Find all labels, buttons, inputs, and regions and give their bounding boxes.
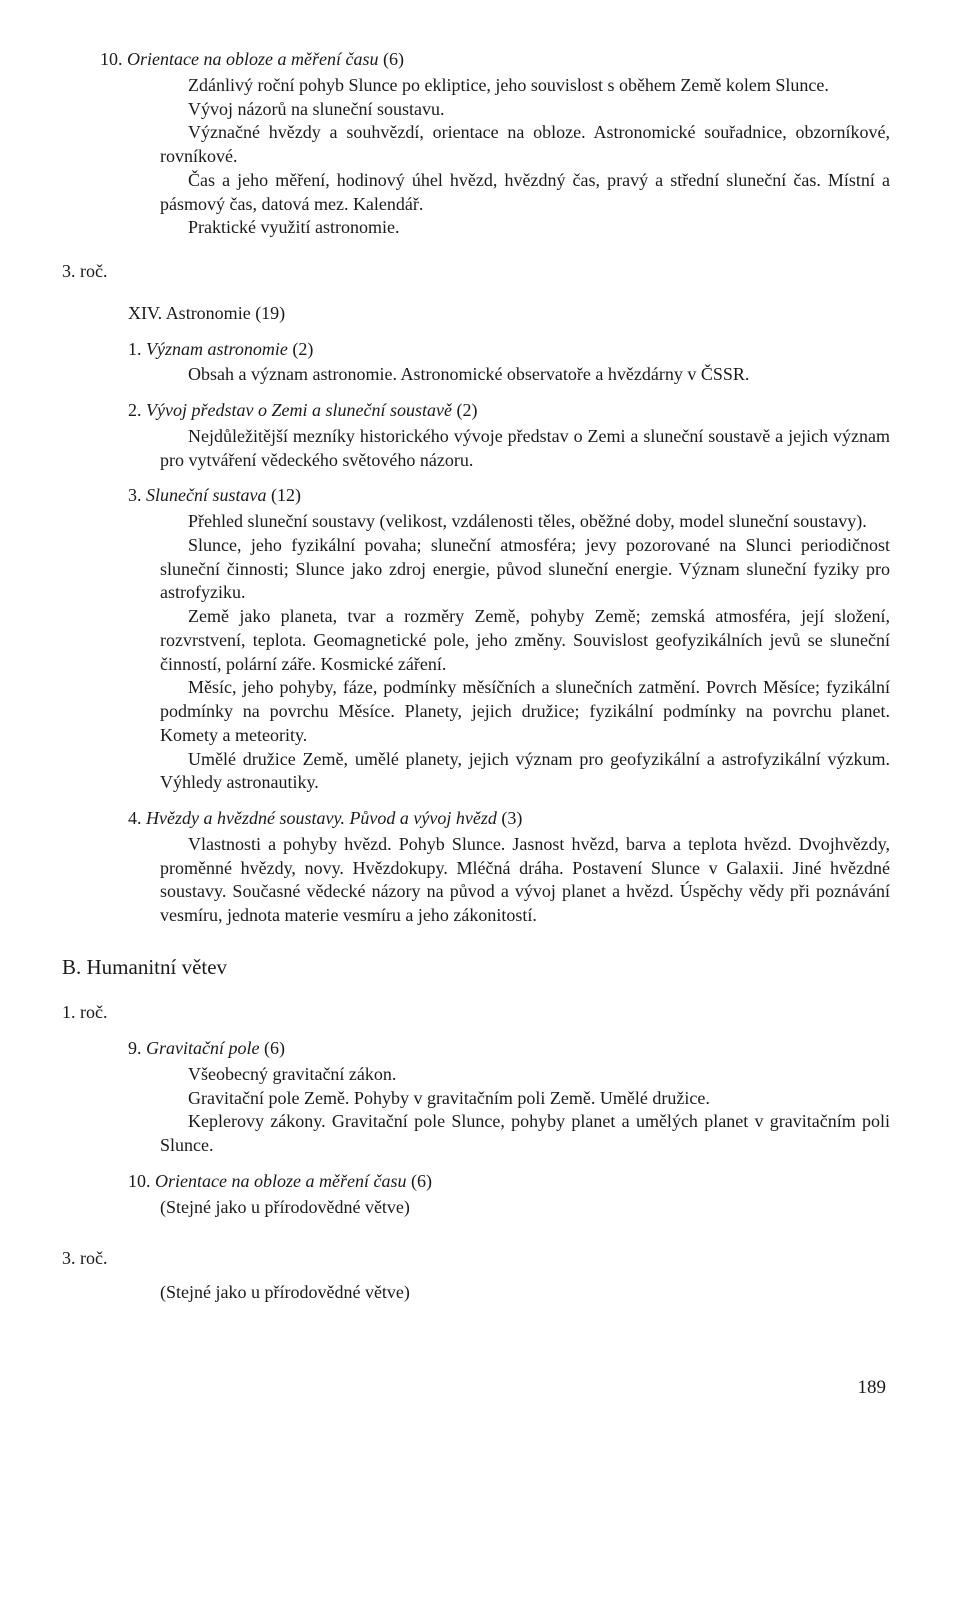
sub-title-text: Hvězdy a hvězdné soustavy. Původ a vývoj… (146, 808, 497, 828)
paragraph: Všeobecný gravitační zákon. (160, 1063, 890, 1087)
sub-title-text: Význam astronomie (146, 339, 288, 359)
paragraph: Obsah a význam astronomie. Astronomické … (160, 363, 890, 387)
subitem-2-title: 2. Vývoj představ o Zemi a sluneční sous… (128, 399, 890, 423)
paragraph: Gravitační pole Země. Pohyby v gravitačn… (160, 1087, 890, 1111)
paragraph: Vývoj názorů na sluneční soustavu. (160, 98, 890, 122)
subitem-10-body: (Stejné jako u přírodovědné větve) (160, 1196, 890, 1220)
sub-number: 2. (128, 400, 142, 420)
sub-hours: (6) (411, 1171, 432, 1191)
paragraph: Keplerovy zákony. Gravitační pole Slunce… (160, 1110, 890, 1158)
sub-hours: (2) (456, 400, 477, 420)
item-10-title-line: 10. Orientace na obloze a měření času (6… (100, 48, 890, 72)
sub-hours: (2) (292, 339, 313, 359)
paragraph: Slunce, jeho fyzikální povaha; sluneční … (160, 534, 890, 605)
syllabus-item-10: 10. Orientace na obloze a měření času (6… (100, 48, 890, 240)
branch-b-heading: B. Humanitní větev (62, 954, 890, 982)
paragraph: Země jako planeta, tvar a rozměry Země, … (160, 605, 890, 676)
sub-number: 4. (128, 808, 142, 828)
sub-number: 3. (128, 485, 142, 505)
sub-hours: (3) (501, 808, 522, 828)
sub-number: 9. (128, 1038, 142, 1058)
chapter-hours: (19) (255, 303, 285, 323)
subitem-9-title: 9. Gravitační pole (6) (128, 1037, 890, 1061)
subitem-10-title: 10. Orientace na obloze a měření času (6… (128, 1170, 890, 1194)
xiv-subitem-1: 1. Význam astronomie (2) Obsah a význam … (100, 338, 890, 388)
paragraph: Praktické využití astronomie. (160, 216, 890, 240)
sub-number: 10. (128, 1171, 151, 1191)
subitem-2-body: Nejdůležitější mezníky historického vývo… (160, 425, 890, 473)
sub-hours: (12) (271, 485, 301, 505)
subitem-1-body: Obsah a význam astronomie. Astronomické … (160, 363, 890, 387)
b-subitem-10: 10. Orientace na obloze a měření času (6… (100, 1170, 890, 1220)
paragraph: Vlastnosti a pohyby hvězd. Pohyb Slunce.… (160, 833, 890, 928)
subitem-9-body: Všeobecný gravitační zákon. Gravitační p… (160, 1063, 890, 1158)
paragraph: Měsíc, jeho pohyby, fáze, podmínky měsíč… (160, 676, 890, 747)
chapter-xiv-heading: XIV. Astronomie (19) (128, 302, 890, 326)
paragraph: Umělé družice Země, umělé planety, jejic… (160, 748, 890, 796)
sub-title-text: Vývoj představ o Zemi a sluneční soustav… (146, 400, 452, 420)
subitem-4-title: 4. Hvězdy a hvězdné soustavy. Původ a vý… (128, 807, 890, 831)
item-number: 10. (100, 49, 123, 69)
subitem-1-title: 1. Význam astronomie (2) (128, 338, 890, 362)
b-subitem-9: 9. Gravitační pole (6) Všeobecný gravita… (100, 1037, 890, 1158)
xiv-subitem-4: 4. Hvězdy a hvězdné soustavy. Původ a vý… (100, 807, 890, 928)
b3-body: (Stejné jako u přírodovědné větve) (160, 1281, 890, 1305)
paragraph: Přehled sluneční soustavy (velikost, vzd… (160, 510, 890, 534)
subitem-3-body: Přehled sluneční soustavy (velikost, vzd… (160, 510, 890, 795)
sub-title-text: Orientace na obloze a měření času (155, 1171, 406, 1191)
paragraph: Význačné hvězdy a souhvězdí, orientace n… (160, 121, 890, 169)
xiv-subitem-2: 2. Vývoj představ o Zemi a sluneční sous… (100, 399, 890, 472)
sub-number: 1. (128, 339, 142, 359)
paragraph: (Stejné jako u přírodovědné větve) (160, 1196, 890, 1220)
page-number: 189 (100, 1375, 890, 1400)
chapter-title: Astronomie (166, 303, 251, 323)
xiv-subitem-3: 3. Sluneční sustava (12) Přehled slunečn… (100, 484, 890, 795)
sub-title-text: Sluneční sustava (146, 485, 266, 505)
chapter-number: XIV. (128, 303, 162, 323)
subitem-4-body: Vlastnosti a pohyby hvězd. Pohyb Slunce.… (160, 833, 890, 928)
sub-hours: (6) (264, 1038, 285, 1058)
item-title: Orientace na obloze a měření času (127, 49, 378, 69)
sub-title-text: Gravitační pole (146, 1038, 259, 1058)
year-heading-3b: 3. roč. (62, 1247, 890, 1271)
subitem-3-title: 3. Sluneční sustava (12) (128, 484, 890, 508)
year-heading-3: 3. roč. (62, 260, 890, 284)
paragraph: Zdánlivý roční pohyb Slunce po ekliptice… (160, 74, 890, 98)
paragraph: Nejdůležitější mezníky historického vývo… (160, 425, 890, 473)
item-10-body: Zdánlivý roční pohyb Slunce po ekliptice… (160, 74, 890, 240)
year-heading-1: 1. roč. (62, 1001, 890, 1025)
item-hours: (6) (383, 49, 404, 69)
paragraph: Čas a jeho měření, hodinový úhel hvězd, … (160, 169, 890, 217)
paragraph: (Stejné jako u přírodovědné větve) (160, 1281, 890, 1305)
